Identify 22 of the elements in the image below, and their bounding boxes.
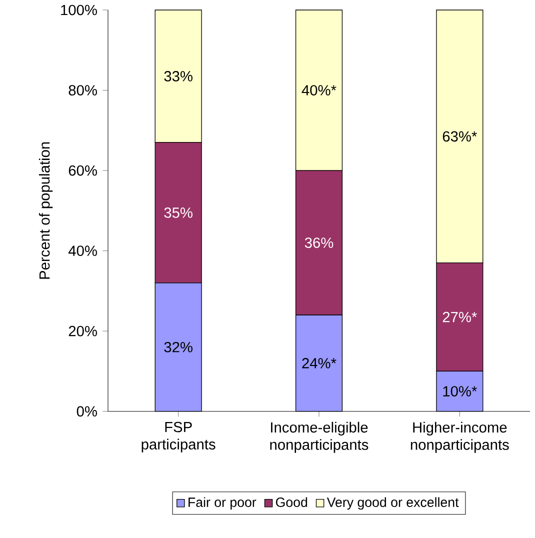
y-tick-label: 40%: [68, 246, 97, 256]
y-tick-label: 60%: [68, 165, 97, 176]
data-label: 10%*: [443, 386, 477, 396]
legend-label: Good: [276, 497, 308, 507]
y-tick-label: 100%: [61, 4, 97, 16]
x-tick-label: Higher-income nonparticipants: [410, 422, 509, 453]
data-label: 40%*: [302, 85, 336, 96]
y-tick-label: 20%: [68, 326, 97, 336]
y-axis-title: Percent of population: [38, 142, 53, 279]
data-label: 24%*: [302, 358, 336, 368]
y-tick-label: 80%: [68, 85, 97, 96]
data-label: 36%: [304, 238, 334, 248]
data-label: 32%: [164, 342, 192, 352]
x-tick-label: Income-eligible nonparticipants: [270, 422, 368, 453]
legend-label: Fair or poor: [188, 497, 256, 510]
legend-label: Very good or excellent: [326, 497, 459, 510]
x-tick-label: FSP participants: [142, 422, 216, 452]
y-tick-label: 0%: [76, 406, 97, 417]
data-label: 27%*: [442, 312, 477, 322]
data-label: 35%: [164, 207, 192, 218]
data-label: 63%*: [442, 131, 477, 142]
data-label: 33%: [164, 71, 192, 82]
